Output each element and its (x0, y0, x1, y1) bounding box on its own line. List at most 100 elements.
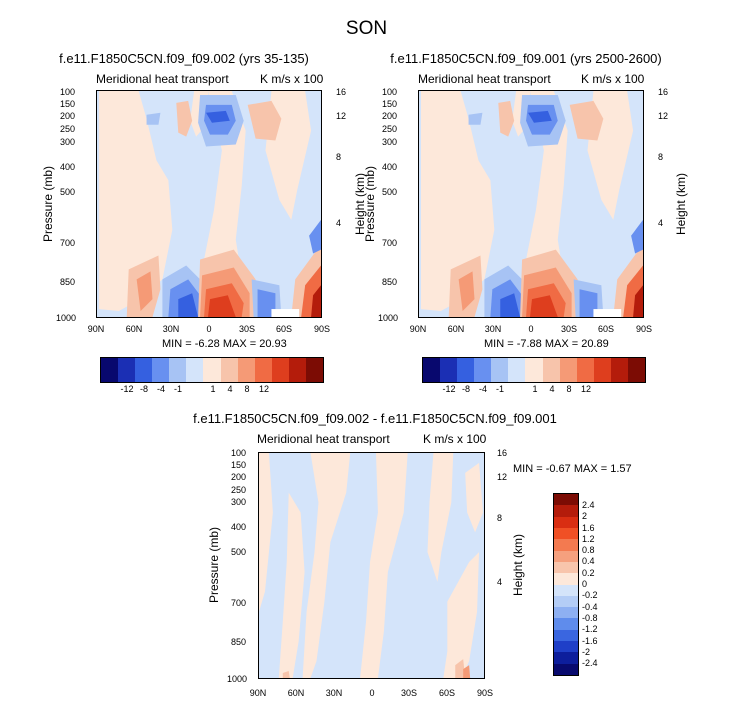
colorbar-swatch (576, 358, 594, 382)
contour-field (97, 91, 321, 317)
colorbar-swatch (554, 561, 578, 574)
colorbar-swatch (254, 358, 272, 382)
height-tick: 16 (497, 448, 508, 458)
y-axis-label: Pressure (mb) (41, 166, 55, 243)
field-region (631, 219, 643, 254)
pressure-tick: 700 (231, 598, 247, 608)
y-axis-label: Pressure (mb) (363, 166, 377, 243)
colorbar-swatch (491, 358, 509, 382)
colorbar-swatch (554, 539, 578, 551)
colorbar-label: 1 (210, 384, 216, 394)
pressure-tick: 200 (60, 111, 76, 121)
min-max-stats: MIN = -7.88 MAX = 20.89 (484, 338, 609, 350)
pressure-tick: 250 (60, 124, 76, 134)
colorbar-swatch (118, 358, 136, 382)
latitude-tick: 90S (476, 688, 493, 698)
colorbar-label: -2 (582, 647, 591, 657)
field-region (259, 453, 273, 612)
y-axis-label: Pressure (mb) (207, 527, 221, 604)
latitude-tick: 0 (528, 324, 534, 334)
field-region (569, 100, 604, 141)
pressure-tick: 200 (382, 111, 398, 121)
field-region (176, 100, 193, 137)
colorbar-label: 8 (566, 384, 572, 394)
height-tick: 12 (336, 111, 347, 121)
pressure-tick: 150 (382, 99, 398, 109)
colorbar-label: 4 (549, 384, 555, 394)
colorbar-swatch (610, 358, 628, 382)
colorbar-label: 2 (582, 511, 588, 521)
field-region (579, 289, 598, 317)
latitude-tick: 60N (287, 688, 305, 698)
colorbar-swatch (554, 607, 578, 619)
pressure-tick: 300 (382, 137, 398, 147)
latitude-tick: 30S (400, 688, 417, 698)
latitude-tick: 30S (238, 324, 255, 334)
pressure-tick: 500 (60, 187, 76, 197)
field-region (247, 100, 282, 141)
contour-field (259, 453, 484, 678)
colorbar (553, 493, 579, 676)
colorbar-label: -0.2 (582, 590, 598, 600)
colorbar-label: 8 (244, 384, 250, 394)
height-tick: 16 (336, 87, 347, 97)
colorbar-label: 12 (258, 384, 269, 394)
field-region (271, 309, 300, 317)
colorbar-swatch (186, 358, 204, 382)
colorbar-swatch (525, 358, 543, 382)
field-region (633, 285, 643, 317)
y2-axis-label: Height (km) (511, 534, 525, 597)
colorbar-swatch (554, 516, 578, 528)
field-region (455, 659, 466, 678)
field-region (530, 295, 558, 317)
colorbar-swatch (474, 358, 492, 382)
latitude-tick: 90N (249, 688, 267, 698)
field-region (498, 100, 515, 137)
colorbar-label: -1 (173, 384, 182, 394)
pressure-tick: 300 (231, 497, 247, 507)
pressure-tick: 1000 (56, 313, 77, 323)
colorbar-swatch (203, 358, 221, 382)
colorbar-label: -0.4 (582, 602, 598, 612)
colorbar-label: 1.2 (582, 534, 595, 544)
colorbar-swatch (237, 358, 255, 382)
colorbar-label: 1 (532, 384, 538, 394)
pressure-tick: 150 (60, 99, 76, 109)
colorbar-swatch (554, 494, 578, 506)
colorbar-swatch (423, 358, 441, 382)
pressure-tick: 400 (382, 162, 398, 172)
panel-title: f.e11.F1850C5CN.f09_f09.001 (yrs 2500-26… (390, 51, 662, 66)
height-tick: 4 (658, 218, 664, 228)
pressure-tick: 250 (231, 485, 247, 495)
panel-right-label: K m/s x 100 (260, 72, 324, 86)
height-tick: 4 (336, 218, 342, 228)
latitude-tick: 90N (409, 324, 427, 334)
page-title: SON (345, 18, 388, 39)
field-region (309, 219, 321, 254)
colorbar (100, 357, 324, 383)
colorbar-label: -1 (495, 384, 504, 394)
pressure-tick: 850 (60, 277, 76, 287)
field-region (427, 453, 454, 582)
panel-title: f.e11.F1850C5CN.f09_f09.002 (yrs 35-135) (59, 51, 309, 66)
height-tick: 8 (336, 152, 342, 162)
colorbar-swatch (169, 358, 187, 382)
height-tick: 12 (497, 472, 508, 482)
field-region (458, 271, 475, 312)
field-region (146, 112, 161, 125)
field-region (311, 285, 321, 317)
colorbar-swatch (457, 358, 475, 382)
pressure-tick: 250 (382, 124, 398, 134)
field-region (302, 453, 351, 678)
latitude-tick: 0 (206, 324, 212, 334)
colorbar-label: 12 (580, 384, 591, 394)
colorbar-swatch (554, 595, 578, 608)
colorbar-label: -4 (478, 384, 487, 394)
latitude-tick: 30N (484, 324, 502, 334)
colorbar-swatch (554, 584, 578, 596)
pressure-tick: 200 (231, 472, 247, 482)
pressure-tick: 500 (231, 547, 247, 557)
field-region (420, 91, 495, 312)
min-max-stats: MIN = -6.28 MAX = 20.93 (162, 338, 287, 350)
panel-right-label: K m/s x 100 (581, 72, 645, 86)
